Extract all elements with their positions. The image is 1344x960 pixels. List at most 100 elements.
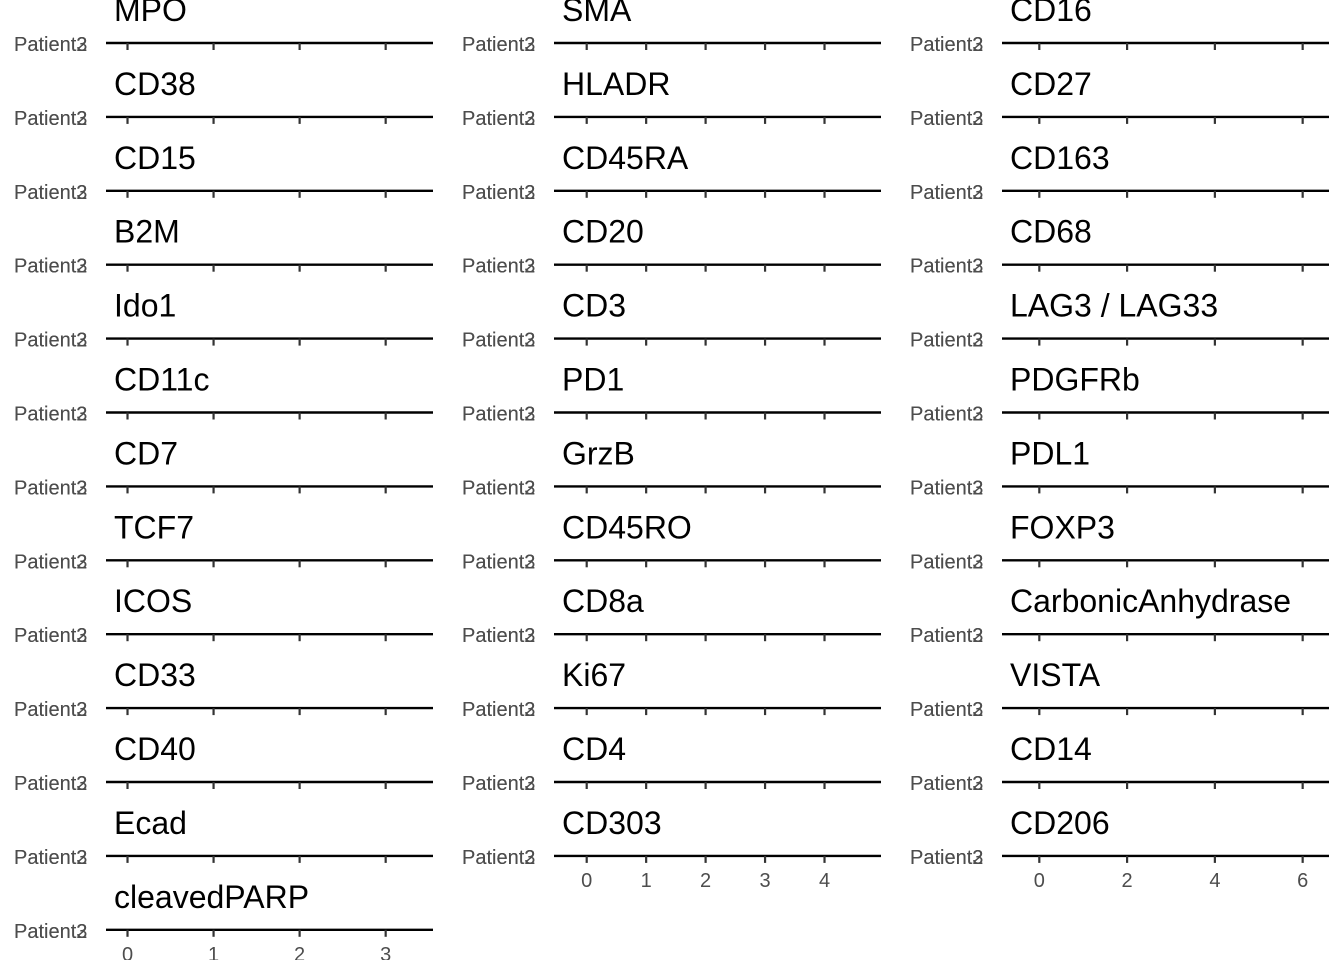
- facet-title: CD33: [114, 657, 196, 693]
- y-tick-label: Patient2: [910, 404, 983, 426]
- y-tick-label: Patient2: [14, 256, 87, 278]
- y-tick-label: Patient2: [462, 108, 535, 130]
- facet-title: CD4: [562, 731, 626, 767]
- x-tick-label: 6: [1297, 870, 1308, 892]
- y-tick-label: Patient2: [910, 625, 983, 647]
- y-tick-label: Patient2: [462, 330, 535, 352]
- facet-title: FOXP3: [1010, 509, 1115, 545]
- y-tick-label: Patient2: [14, 404, 87, 426]
- y-tick-label: Patient2: [14, 182, 87, 204]
- facet-title: Ki67: [562, 657, 626, 693]
- y-tick-label: Patient3: [910, 330, 983, 352]
- y-tick-label: Patient2: [910, 34, 983, 56]
- x-tick-label: 2: [700, 870, 711, 892]
- facet-title: Ecad: [114, 805, 187, 841]
- facet-title: CD15: [114, 140, 196, 176]
- facet-title: CD40: [114, 731, 196, 767]
- y-tick-label: Patient2: [462, 699, 535, 721]
- y-tick-label: Patient3: [14, 256, 87, 278]
- facet-title: CD27: [1010, 66, 1092, 102]
- y-tick-label: Patient3: [462, 330, 535, 352]
- y-tick-label: Patient2: [14, 847, 87, 869]
- facet-title: MPO: [114, 0, 187, 28]
- y-tick-label: Patient3: [462, 34, 535, 56]
- facet-title: HLADR: [562, 66, 670, 102]
- y-tick-label: Patient2: [910, 477, 983, 499]
- facet-title: CD45RO: [562, 509, 692, 545]
- facet-panels: MPOPatient3Patient2CD38Patient3Patient2C…: [14, 0, 1329, 960]
- x-tick-label: 4: [819, 870, 830, 892]
- facet-title: CD16: [1010, 0, 1092, 28]
- facet-title: CD3: [562, 288, 626, 324]
- x-tick-label: 3: [760, 870, 771, 892]
- y-tick-label: Patient2: [14, 699, 87, 721]
- y-tick-label: Patient2: [462, 477, 535, 499]
- y-tick-label: Patient3: [14, 921, 87, 943]
- y-tick-label: Patient3: [462, 404, 535, 426]
- facet-title: CD68: [1010, 214, 1092, 250]
- y-tick-label: Patient3: [462, 108, 535, 130]
- y-tick-label: Patient3: [14, 108, 87, 130]
- facet-title: CD7: [114, 435, 178, 471]
- facet-title: CD11c: [114, 362, 209, 398]
- facet-title: TCF7: [114, 509, 194, 545]
- x-tick-label: 0: [1034, 870, 1045, 892]
- y-tick-label: Patient2: [910, 773, 983, 795]
- y-tick-label: Patient2: [910, 551, 983, 573]
- y-tick-label: Patient2: [910, 330, 983, 352]
- y-tick-label: Patient3: [14, 699, 87, 721]
- y-tick-label: Patient3: [14, 847, 87, 869]
- facet-title: PDGFRb: [1010, 362, 1140, 398]
- y-tick-label: Patient3: [462, 551, 535, 573]
- y-tick-label: Patient3: [910, 699, 983, 721]
- facet-title: CD163: [1010, 140, 1110, 176]
- y-tick-label: Patient2: [462, 551, 535, 573]
- y-tick-label: Patient3: [14, 34, 87, 56]
- y-tick-label: Patient3: [910, 773, 983, 795]
- facet-title: CarbonicAnhydrase: [1010, 583, 1291, 619]
- y-tick-label: Patient3: [910, 182, 983, 204]
- facet-title: CD38: [114, 66, 196, 102]
- y-tick-label: Patient2: [462, 404, 535, 426]
- y-tick-label: Patient2: [910, 182, 983, 204]
- y-tick-label: Patient3: [14, 625, 87, 647]
- y-tick-label: Patient2: [462, 182, 535, 204]
- y-tick-label: Patient3: [462, 477, 535, 499]
- y-tick-label: Patient3: [910, 551, 983, 573]
- y-tick-label: Patient3: [910, 847, 983, 869]
- y-tick-label: Patient3: [910, 404, 983, 426]
- y-tick-label: Patient2: [462, 625, 535, 647]
- y-tick-label: Patient2: [462, 847, 535, 869]
- x-tick-label: 1: [208, 944, 219, 960]
- facet-title: ICOS: [114, 583, 192, 619]
- y-tick-label: Patient2: [910, 699, 983, 721]
- x-tick-label: 4: [1209, 870, 1220, 892]
- y-tick-label: Patient3: [14, 404, 87, 426]
- y-tick-label: Patient2: [14, 625, 87, 647]
